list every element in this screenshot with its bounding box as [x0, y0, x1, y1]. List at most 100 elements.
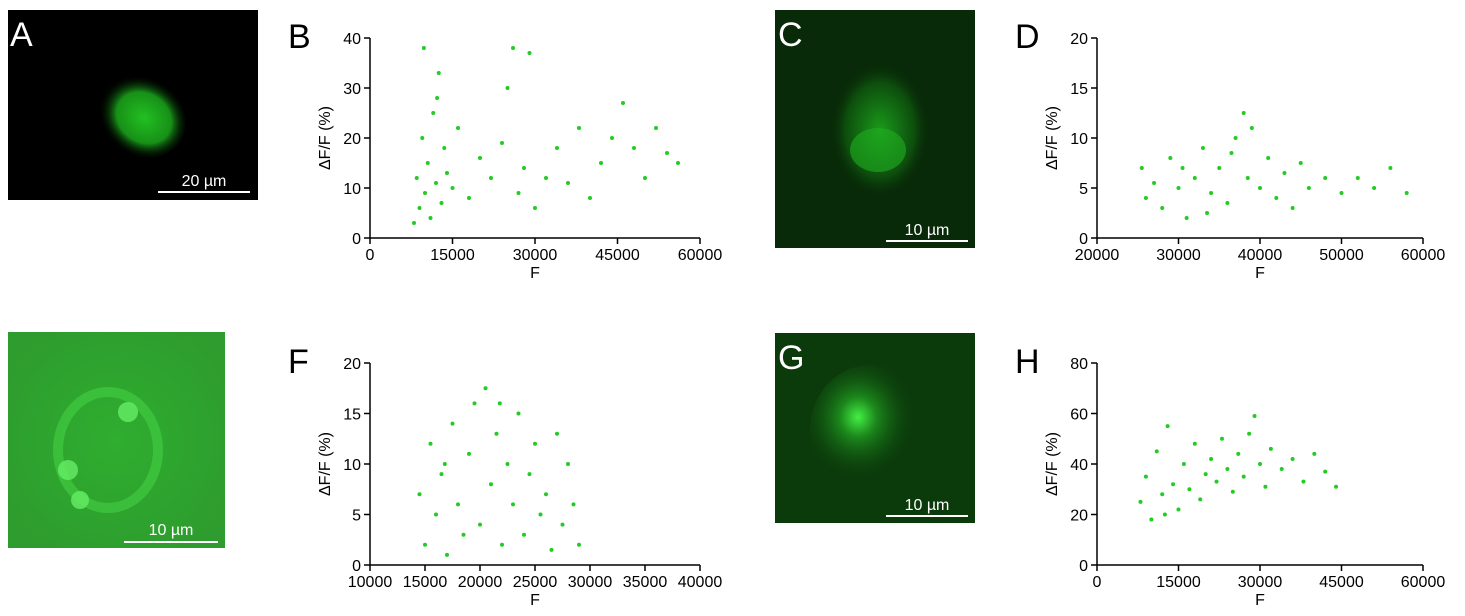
point	[1214, 479, 1219, 484]
chart: B 0 10 20 30 40 0 15000 30000 45000 60000 F ΔF/F (%)	[288, 18, 722, 282]
point	[1225, 201, 1230, 205]
point	[1266, 156, 1271, 160]
point	[1372, 186, 1377, 190]
x-axis-label: F	[1255, 592, 1265, 609]
point	[1192, 441, 1197, 446]
point	[544, 176, 548, 180]
x-tick-label: 30000	[1156, 247, 1201, 264]
point	[676, 161, 680, 165]
point	[439, 472, 444, 477]
point	[467, 451, 471, 456]
x-tick-label: 30000	[568, 574, 613, 591]
point	[1263, 484, 1268, 489]
point	[1160, 492, 1165, 497]
point	[1209, 191, 1214, 195]
chart: F 0 5 10 15 20 10000 15000 20000 25000 30000 35000 4…	[288, 343, 722, 609]
y-tick-label: 20	[1070, 508, 1088, 525]
point	[1323, 176, 1328, 180]
point	[1230, 489, 1235, 494]
y-tick-label: 10	[1070, 131, 1088, 148]
point	[1241, 474, 1246, 479]
x-tick-label: 30000	[1238, 574, 1283, 591]
point	[445, 552, 449, 557]
point	[544, 492, 548, 497]
point	[428, 216, 433, 220]
point	[1198, 497, 1203, 502]
point	[494, 431, 499, 436]
point	[436, 71, 441, 75]
y-tick-label: 0	[352, 231, 361, 248]
point	[1209, 456, 1214, 461]
point	[1339, 191, 1344, 195]
point	[1258, 462, 1262, 466]
point	[478, 522, 482, 527]
point	[1149, 517, 1154, 522]
point	[1312, 451, 1317, 456]
point	[599, 161, 603, 165]
point	[643, 176, 647, 180]
point	[1236, 451, 1241, 456]
chart: D 0 5 10 15 20 20000 30000 40000 50000 60000 F ΔF/F …	[1015, 18, 1445, 282]
point	[489, 176, 493, 180]
point	[511, 46, 515, 50]
panel-letter: D	[1015, 18, 1040, 56]
point	[425, 161, 430, 165]
point	[414, 176, 419, 180]
image-g: G 10 µm	[775, 333, 975, 523]
point	[1203, 472, 1208, 477]
point	[1143, 474, 1148, 479]
point	[1171, 482, 1176, 487]
x-axis-label: F	[530, 592, 540, 609]
point	[654, 126, 658, 130]
point	[1192, 176, 1197, 180]
y-tick-label: 0	[352, 558, 361, 575]
image-a: A 20 µm	[8, 10, 258, 200]
y-tick-label: 10	[343, 457, 361, 474]
x-tick-label: 15000	[1156, 574, 1201, 591]
point	[1154, 449, 1159, 454]
x-tick-label: 60000	[1401, 574, 1446, 591]
y-axis-label: ΔF/F (%)	[1044, 106, 1061, 170]
point	[1176, 186, 1181, 190]
y-tick-label: 15	[343, 407, 361, 424]
point	[478, 156, 482, 160]
point	[516, 191, 521, 195]
point	[533, 206, 537, 210]
image-c: C 10 µm	[775, 10, 975, 248]
y-tick-label: 80	[1070, 356, 1088, 373]
point	[1152, 181, 1157, 185]
point	[549, 547, 554, 552]
point	[472, 401, 477, 406]
point	[555, 431, 559, 436]
point	[412, 221, 416, 225]
y-tick-label: 0	[1079, 231, 1088, 248]
point	[1162, 512, 1167, 517]
point	[456, 126, 460, 130]
point	[483, 386, 488, 391]
point	[533, 441, 537, 446]
point	[442, 462, 447, 466]
point	[1184, 216, 1189, 220]
point	[588, 196, 592, 200]
point	[421, 46, 426, 50]
x-tick-label: 20000	[1075, 247, 1120, 264]
point	[1187, 487, 1192, 492]
x-tick-label: 10000	[348, 574, 393, 591]
point	[511, 502, 515, 507]
x-tick-label: 40000	[678, 574, 723, 591]
point	[1388, 166, 1393, 170]
point	[497, 401, 502, 406]
point	[1200, 146, 1205, 150]
panel-letter: H	[1015, 343, 1040, 381]
point	[1241, 111, 1246, 115]
scale-bar-label: 10 µm	[149, 522, 194, 539]
y-tick-label: 5	[1079, 181, 1088, 198]
y-tick-label: 5	[352, 508, 361, 525]
point	[1252, 414, 1257, 419]
point	[1143, 196, 1148, 200]
point	[571, 502, 576, 507]
point	[522, 166, 526, 170]
scale-bar-label: 20 µm	[182, 173, 227, 190]
point	[566, 462, 570, 466]
